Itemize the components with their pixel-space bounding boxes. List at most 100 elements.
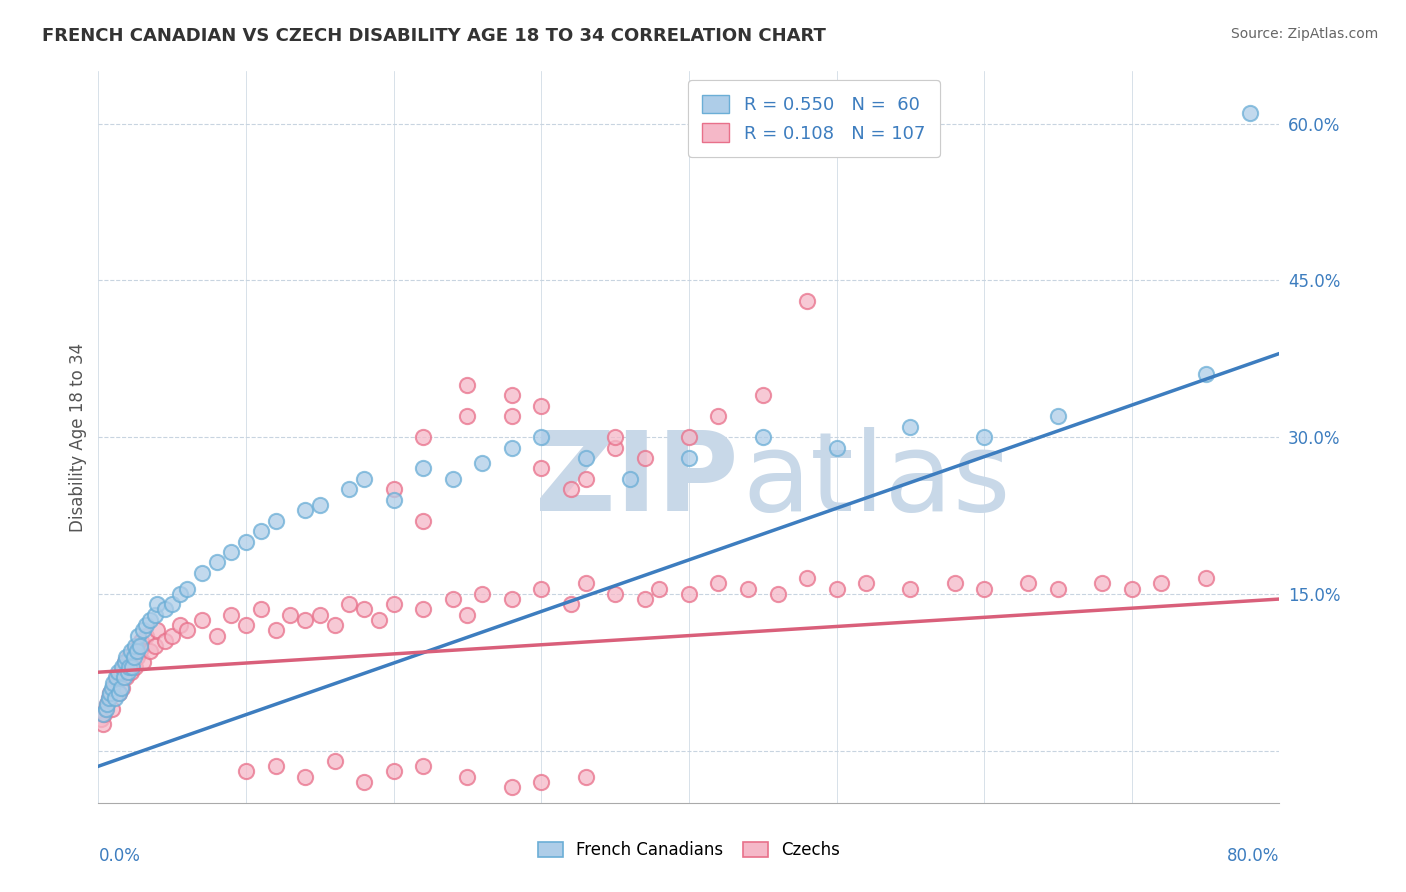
Point [1017, 576, 1039, 591]
Point [118, 660, 141, 674]
Text: 0.0%: 0.0% [98, 847, 141, 864]
Point [250, 524, 273, 538]
Point [250, 602, 273, 616]
Point [176, 582, 198, 596]
Point [91, 706, 114, 721]
Point [353, 472, 375, 486]
Point [323, 754, 346, 768]
Point [441, 592, 464, 607]
Point [221, 607, 243, 622]
Point [900, 419, 922, 434]
Point [530, 775, 553, 789]
Point [678, 450, 700, 465]
Point [456, 607, 478, 622]
Point [855, 576, 877, 591]
Point [412, 430, 434, 444]
Point [501, 592, 523, 607]
Point [323, 618, 346, 632]
Point [619, 472, 641, 486]
Point [264, 624, 287, 638]
Point [796, 571, 818, 585]
Point [146, 597, 169, 611]
Point [574, 770, 596, 784]
Point [128, 644, 150, 658]
Point [707, 576, 730, 591]
Point [278, 607, 302, 622]
Legend: R = 0.550   N =  60, R = 0.108   N = 107: R = 0.550 N = 60, R = 0.108 N = 107 [688, 80, 939, 157]
Point [633, 592, 655, 607]
Point [132, 624, 155, 638]
Point [143, 607, 166, 622]
Point [105, 675, 128, 690]
Point [122, 649, 145, 664]
Point [108, 686, 131, 700]
Point [105, 670, 128, 684]
Point [1239, 106, 1261, 120]
Point [104, 691, 127, 706]
Point [117, 665, 139, 680]
Point [1150, 576, 1173, 591]
Point [633, 450, 655, 465]
Point [1195, 368, 1218, 382]
Point [574, 472, 596, 486]
Point [114, 655, 136, 669]
Point [309, 607, 332, 622]
Point [100, 702, 122, 716]
Point [120, 644, 142, 658]
Point [530, 461, 553, 475]
Point [294, 613, 316, 627]
Point [339, 597, 360, 611]
Point [97, 691, 120, 706]
Point [139, 644, 162, 658]
Point [605, 441, 627, 455]
Point [128, 639, 150, 653]
Point [441, 472, 464, 486]
Point [96, 697, 118, 711]
Point [751, 388, 773, 402]
Point [382, 492, 405, 507]
Point [235, 618, 257, 632]
Point [382, 597, 405, 611]
Point [135, 618, 157, 632]
Point [339, 483, 360, 497]
Point [107, 665, 129, 680]
Point [707, 409, 730, 424]
Point [162, 597, 183, 611]
Point [456, 377, 478, 392]
Point [205, 629, 228, 643]
Point [117, 660, 139, 674]
Point [114, 655, 136, 669]
Point [103, 681, 125, 695]
Point [162, 629, 183, 643]
Point [94, 702, 117, 716]
Point [143, 639, 166, 653]
Point [122, 644, 145, 658]
Point [107, 670, 129, 684]
Point [574, 450, 596, 465]
Point [530, 399, 553, 413]
Point [471, 587, 494, 601]
Point [153, 633, 176, 648]
Point [132, 655, 155, 669]
Point [96, 697, 118, 711]
Point [115, 670, 138, 684]
Point [176, 624, 198, 638]
Point [530, 582, 553, 596]
Point [235, 534, 257, 549]
Point [678, 430, 700, 444]
Point [1195, 571, 1218, 585]
Point [235, 764, 257, 779]
Point [1121, 582, 1143, 596]
Point [825, 441, 848, 455]
Point [135, 629, 157, 643]
Point [751, 430, 773, 444]
Point [766, 587, 789, 601]
Point [111, 660, 134, 674]
Point [127, 639, 149, 653]
Point [110, 665, 132, 680]
Point [120, 665, 142, 680]
Point [125, 644, 148, 658]
Point [90, 712, 112, 726]
Point [1046, 409, 1069, 424]
Point [1046, 582, 1069, 596]
